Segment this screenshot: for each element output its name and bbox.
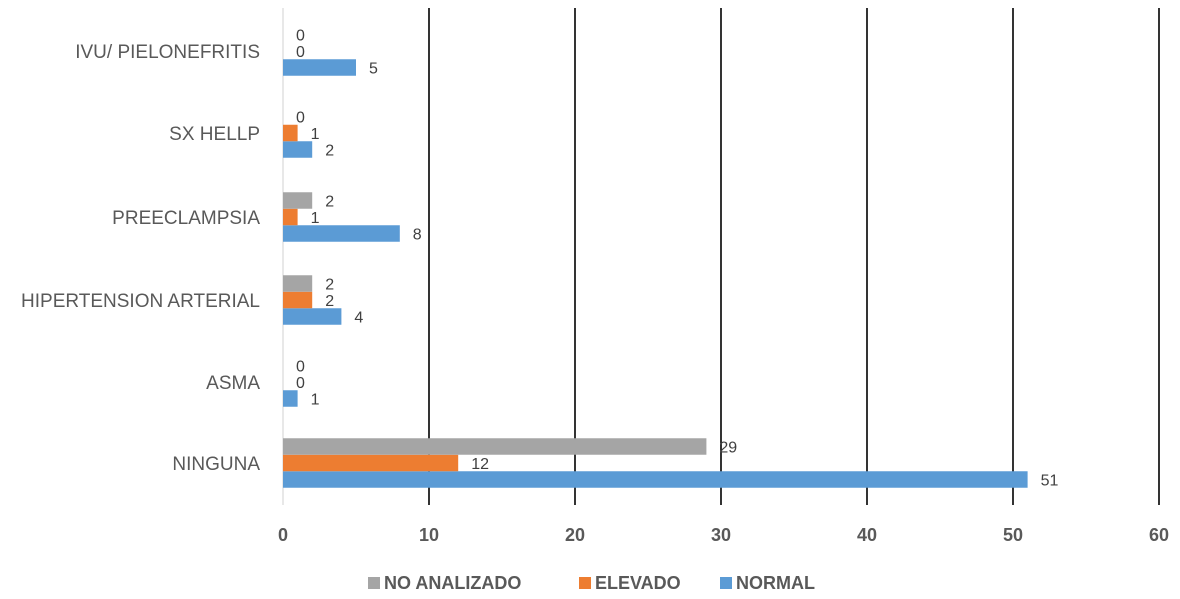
x-tick-label-10: 10 — [419, 525, 439, 545]
data-label-normal-ivu-pielonefritis: 5 — [369, 61, 378, 78]
bar-normal-ivu-pielonefritis — [283, 59, 356, 76]
bar-no-analizado-ninguna — [283, 438, 707, 455]
x-tick-label-60: 60 — [1149, 525, 1169, 545]
x-tick-label-0: 0 — [278, 525, 288, 545]
data-label-no-analizado-hipertension-arterial: 2 — [325, 277, 334, 294]
legend-label-elevado: ELEVADO — [595, 573, 681, 593]
x-tick-label-50: 50 — [1003, 525, 1023, 545]
data-label-elevado-sx-hellp: 1 — [311, 126, 320, 143]
bar-elevado-ninguna — [283, 454, 459, 472]
bar-no-analizado-preeclampsia — [283, 192, 313, 209]
data-label-elevado-preeclampsia: 1 — [311, 210, 320, 227]
gridlines — [282, 8, 1160, 505]
legend-swatch-normal — [720, 577, 732, 589]
category-label-ivu-pielonefritis: IVU/ PIELONEFRITIS — [75, 42, 260, 63]
bar-no-analizado-hipertension-arterial — [283, 275, 313, 292]
legend-label-normal: NORMAL — [736, 573, 815, 593]
bar-elevado-hipertension-arterial — [283, 291, 313, 309]
legend-swatch-elevado — [579, 577, 591, 589]
bars — [283, 59, 1028, 488]
x-axis-tick-labels: 0 10 20 30 40 50 60 — [278, 525, 1169, 545]
bar-elevado-sx-hellp — [283, 124, 298, 142]
legend: NO ANALIZADO ELEVADO NORMAL — [368, 573, 815, 593]
category-labels: NINGUNA ASMA HIPERTENSION ARTERIAL PREECLAM… — [21, 42, 260, 475]
data-label-normal-ninguna: 51 — [1041, 473, 1059, 490]
category-label-asma: ASMA — [206, 373, 260, 394]
legend-label-no-analizado: NO ANALIZADO — [384, 573, 521, 593]
bar-normal-asma — [283, 390, 298, 407]
category-label-hipertension-arterial: HIPERTENSION ARTERIAL — [21, 291, 260, 312]
legend-swatch-no-analizado — [368, 577, 380, 589]
data-label-normal-preeclampsia: 8 — [413, 227, 422, 244]
data-label-elevado-ninguna: 12 — [471, 456, 489, 473]
data-label-elevado-ivu-pielonefritis: 0 — [296, 44, 305, 61]
data-label-elevado-asma: 0 — [296, 375, 305, 392]
data-label-no-analizado-asma: 0 — [296, 359, 305, 376]
category-label-ninguna: NINGUNA — [172, 454, 260, 475]
category-label-preeclampsia: PREECLAMPSIA — [112, 208, 260, 229]
data-label-elevado-hipertension-arterial: 2 — [325, 293, 334, 310]
bar-normal-preeclampsia — [283, 225, 400, 242]
bar-normal-hipertension-arterial — [283, 308, 342, 325]
data-label-normal-hipertension-arterial: 4 — [354, 310, 363, 327]
data-label-no-analizado-preeclampsia: 2 — [325, 194, 334, 211]
category-label-sx-hellp: SX HELLP — [169, 124, 260, 145]
data-label-normal-asma: 1 — [311, 392, 320, 409]
data-label-no-analizado-ninguna: 29 — [719, 440, 737, 457]
x-tick-label-20: 20 — [565, 525, 585, 545]
data-label-no-analizado-sx-hellp: 0 — [296, 110, 305, 127]
bar-elevado-preeclampsia — [283, 208, 298, 226]
x-tick-label-40: 40 — [857, 525, 877, 545]
data-label-normal-sx-hellp: 2 — [325, 143, 334, 160]
bar-normal-ninguna — [283, 471, 1028, 488]
bar-normal-sx-hellp — [283, 141, 313, 158]
x-tick-label-30: 30 — [711, 525, 731, 545]
data-label-no-analizado-ivu-pielonefritis: 0 — [296, 28, 305, 45]
